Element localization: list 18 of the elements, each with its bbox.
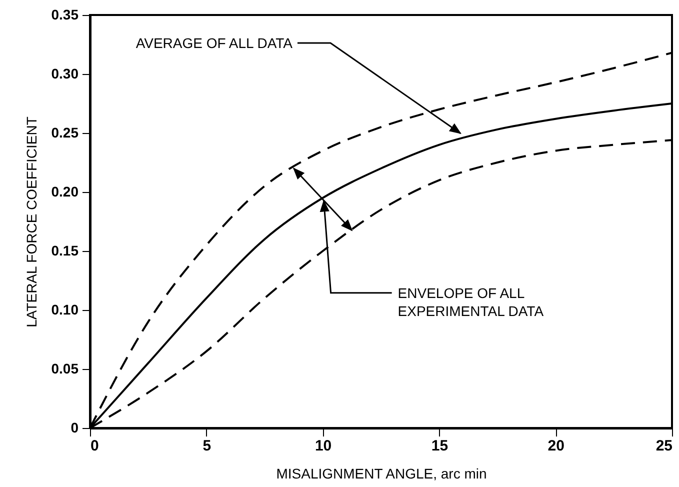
- y-axis-title: LATERAL FORCE COEFFICIENT: [23, 116, 40, 328]
- y-tick-label: 0.10: [51, 302, 79, 318]
- x-tick-label: 20: [548, 438, 564, 454]
- y-tick-label: 0.20: [51, 184, 79, 200]
- y-tick-label: 0.30: [51, 66, 79, 82]
- y-tick-label: 0: [70, 420, 79, 436]
- x-tick-label: 10: [314, 438, 332, 454]
- x-tick-label: 25: [656, 438, 672, 454]
- y-tick-label: 0.25: [51, 124, 79, 140]
- x-axis-title: MISALIGNMENT ANGLE, arc min: [276, 466, 487, 482]
- y-tick-label: 0.05: [51, 360, 79, 376]
- annotation: ENVELOPE OF ALL EXPERIMENTAL DATA: [398, 284, 544, 319]
- x-tick-label: 5: [202, 438, 212, 454]
- x-tick-label: 15: [431, 438, 448, 454]
- y-tick-label: 0.35: [51, 6, 79, 22]
- annotation: AVERAGE OF ALL DATA: [136, 35, 294, 51]
- y-tick-label: 0.15: [51, 242, 79, 258]
- x-tick-label: 0: [90, 438, 99, 454]
